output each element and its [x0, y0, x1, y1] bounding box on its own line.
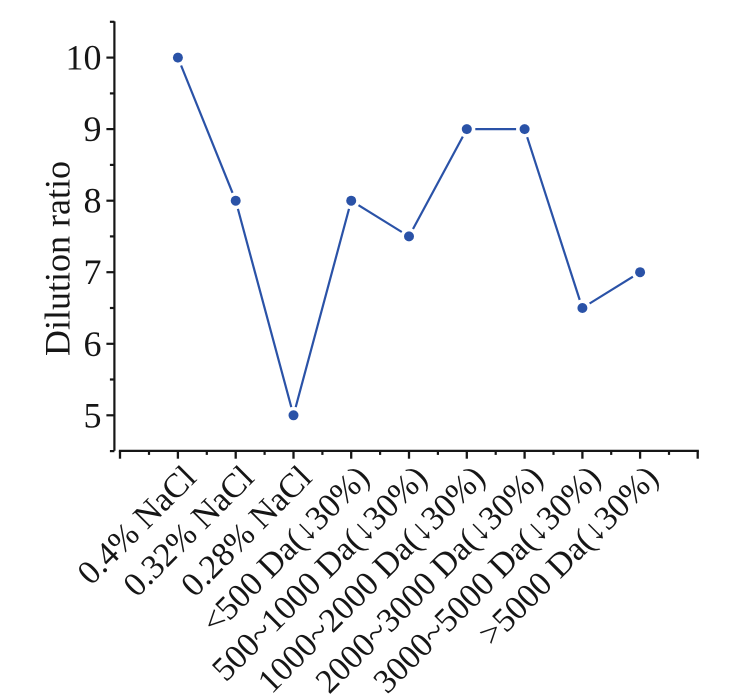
svg-text:10: 10: [66, 38, 102, 78]
svg-text:7: 7: [84, 252, 102, 292]
svg-text:Dilution ratio: Dilution ratio: [38, 161, 78, 356]
svg-text:6: 6: [84, 324, 102, 364]
svg-text:9: 9: [84, 109, 102, 149]
svg-text:5: 5: [84, 395, 102, 435]
svg-text:8: 8: [84, 181, 102, 221]
